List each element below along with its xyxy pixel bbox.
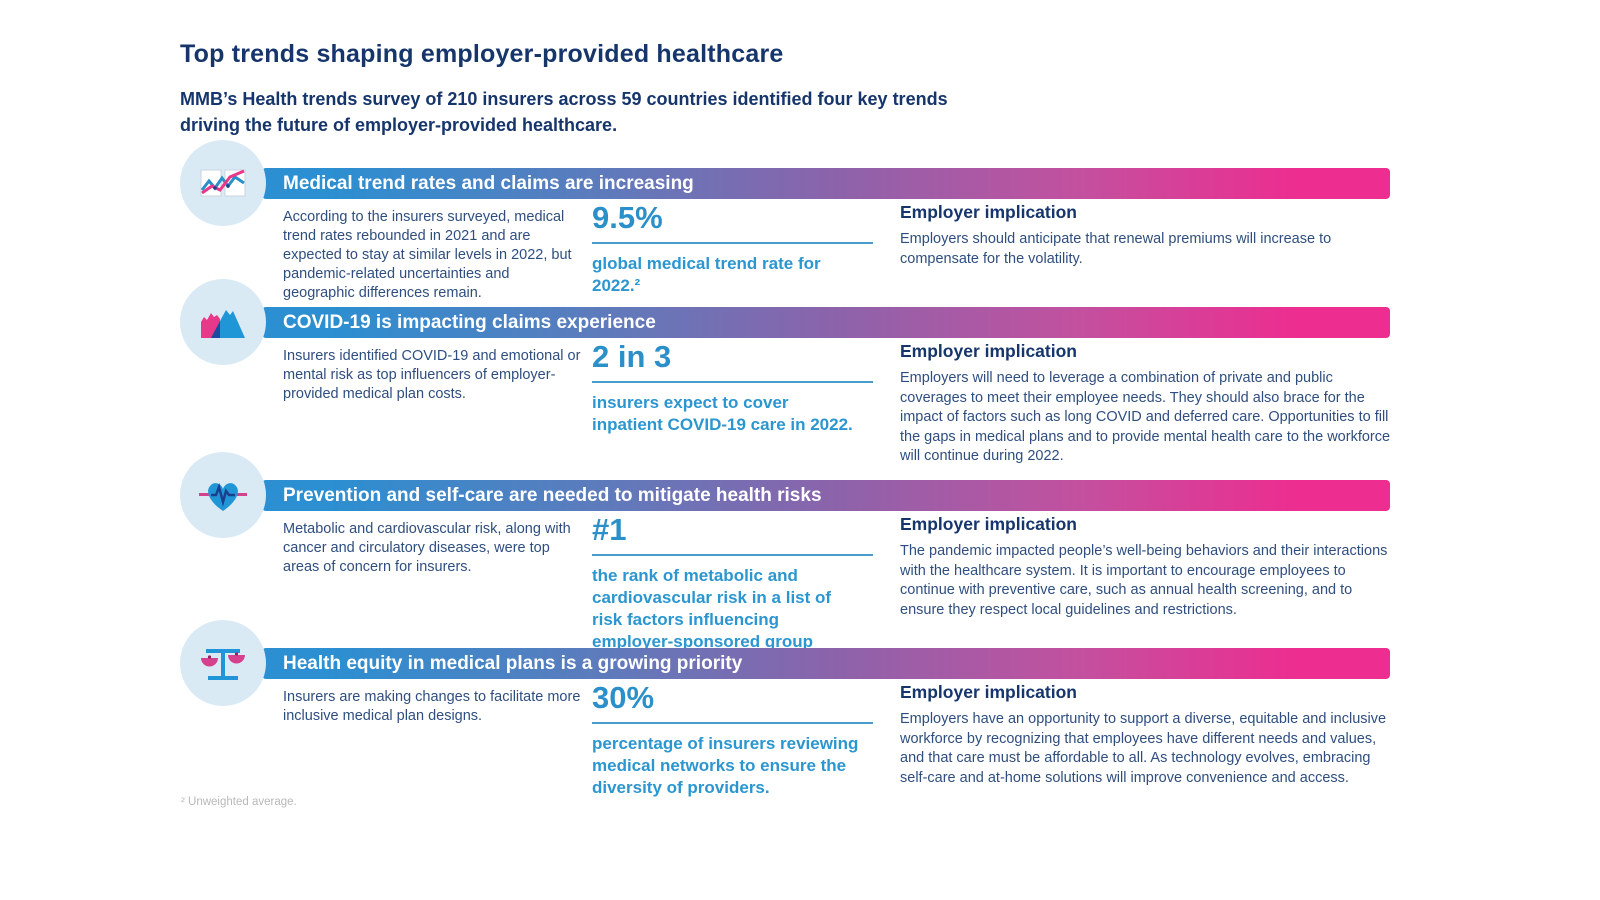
employer-implication: Employer implication Employers should an…: [900, 202, 1394, 269]
section-banner: Medical trend rates and claims are incre…: [262, 168, 1390, 199]
section-stat: 9.5% global medical trend rate for 2022.…: [592, 200, 873, 297]
implication-text: Employers will need to leverage a combin…: [900, 370, 1391, 464]
mountains-icon: [201, 310, 245, 338]
stat-value: 9.5%: [592, 200, 663, 235]
section-banner: Prevention and self-care are needed to m…: [262, 480, 1390, 511]
section-description: According to the insurers surveyed, medi…: [283, 209, 572, 301]
section-prevention-selfcare: Prevention and self-care are needed to m…: [180, 452, 1394, 673]
employer-implication: Employer implication The pandemic impact…: [900, 514, 1394, 620]
trend-chart-icon: [200, 169, 246, 197]
section-health-equity: Health equity in medical plans is a grow…: [180, 620, 1394, 797]
section-description: Insurers identified COVID-19 and emotion…: [283, 348, 581, 402]
section-banner: COVID-19 is impacting claims experience: [262, 307, 1390, 338]
section-stat: 30% percentage of insurers reviewing med…: [592, 680, 873, 799]
page-subtitle: MMB’s Health trends survey of 210 insure…: [180, 89, 948, 135]
section-banner: Health equity in medical plans is a grow…: [262, 648, 1390, 679]
section-medical-trend-rates: Medical trend rates and claims are incre…: [180, 140, 1394, 308]
footnote: ² Unweighted average.: [181, 796, 297, 808]
page-title: Top trends shaping employer-provided hea…: [180, 40, 784, 68]
implication-title: Employer implication: [900, 202, 1077, 222]
scales-icon: [180, 620, 266, 706]
stat-caption: insurers expect to cover inpatient COVID…: [592, 393, 853, 435]
trend-chart-icon: [180, 140, 266, 226]
mountains-icon: [180, 279, 266, 365]
stat-value: 2 in 3: [592, 339, 672, 374]
section-stat: 2 in 3 insurers expect to cover inpatien…: [592, 339, 873, 436]
section-description: Insurers are making changes to facilitat…: [283, 689, 581, 724]
stat-value: #1: [592, 512, 627, 547]
section-description: Metabolic and cardiovascular risk, along…: [283, 521, 571, 575]
section-covid-claims: COVID-19 is impacting claims experience …: [180, 279, 1392, 464]
stat-value: 30%: [592, 680, 655, 715]
implication-title: Employer implication: [900, 514, 1077, 534]
implication-text: Employers should anticipate that renewal…: [900, 231, 1332, 267]
stat-caption: global medical trend rate for 2022.²: [592, 254, 821, 296]
stat-underline: [592, 381, 873, 384]
implication-title: Employer implication: [900, 341, 1077, 361]
implication-text: Employers have an opportunity to support…: [900, 711, 1387, 786]
scales-icon: [201, 649, 245, 680]
employer-implication: Employer implication Employers have an o…: [900, 682, 1394, 788]
employer-implication: Employer implication Employers will need…: [900, 341, 1394, 467]
stat-underline: [592, 722, 873, 725]
heart-pulse-icon: [199, 482, 247, 511]
stat-underline: [592, 242, 873, 245]
stat-caption: percentage of insurers reviewing medical…: [592, 734, 859, 798]
implication-title: Employer implication: [900, 682, 1077, 702]
heart-pulse-icon: [180, 452, 266, 538]
section-stat: #1 the rank of metabolic and cardiovascu…: [592, 512, 873, 675]
stat-underline: [592, 554, 873, 557]
implication-text: The pandemic impacted people’s well-bein…: [900, 543, 1388, 618]
